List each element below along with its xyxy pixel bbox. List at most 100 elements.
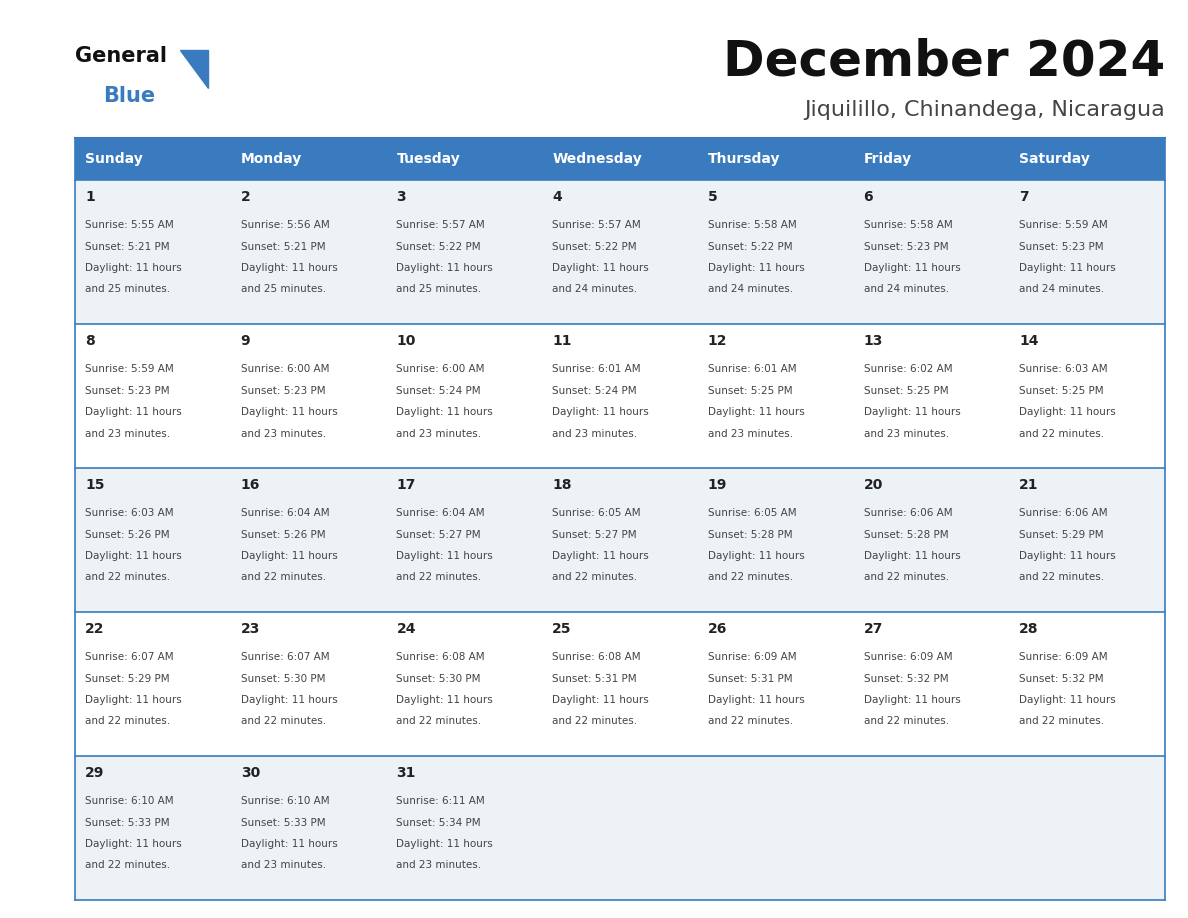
Text: Daylight: 11 hours: Daylight: 11 hours [86,839,182,849]
Text: Daylight: 11 hours: Daylight: 11 hours [708,407,804,417]
Text: Sunset: 5:24 PM: Sunset: 5:24 PM [552,386,637,396]
Text: Daylight: 11 hours: Daylight: 11 hours [397,407,493,417]
Text: Sunrise: 6:09 AM: Sunrise: 6:09 AM [1019,652,1108,662]
Text: 27: 27 [864,622,883,636]
Text: Sunrise: 5:57 AM: Sunrise: 5:57 AM [397,220,485,230]
Text: Daylight: 11 hours: Daylight: 11 hours [397,839,493,849]
Text: and 23 minutes.: and 23 minutes. [552,429,637,439]
Text: Sunset: 5:22 PM: Sunset: 5:22 PM [397,241,481,252]
Text: Daylight: 11 hours: Daylight: 11 hours [864,407,960,417]
Text: Sunset: 5:32 PM: Sunset: 5:32 PM [1019,674,1104,684]
Text: Sunrise: 5:58 AM: Sunrise: 5:58 AM [708,220,797,230]
Text: and 25 minutes.: and 25 minutes. [241,285,326,295]
Text: Daylight: 11 hours: Daylight: 11 hours [86,551,182,561]
Text: Sunrise: 6:04 AM: Sunrise: 6:04 AM [397,508,485,518]
Text: Sunset: 5:30 PM: Sunset: 5:30 PM [241,674,326,684]
Text: Daylight: 11 hours: Daylight: 11 hours [864,263,960,273]
Text: Sunset: 5:27 PM: Sunset: 5:27 PM [552,530,637,540]
Text: 19: 19 [708,478,727,492]
Text: and 22 minutes.: and 22 minutes. [397,717,481,726]
Text: Monday: Monday [241,152,302,166]
Text: 31: 31 [397,766,416,780]
Text: and 22 minutes.: and 22 minutes. [86,860,170,870]
Text: Daylight: 11 hours: Daylight: 11 hours [1019,263,1116,273]
Text: and 22 minutes.: and 22 minutes. [864,573,949,583]
Text: Sunset: 5:21 PM: Sunset: 5:21 PM [86,241,170,252]
Text: Sunset: 5:28 PM: Sunset: 5:28 PM [864,530,948,540]
Text: and 23 minutes.: and 23 minutes. [864,429,949,439]
Text: and 22 minutes.: and 22 minutes. [552,573,637,583]
Text: Sunrise: 6:07 AM: Sunrise: 6:07 AM [86,652,173,662]
Text: Sunset: 5:34 PM: Sunset: 5:34 PM [397,818,481,827]
Text: and 22 minutes.: and 22 minutes. [1019,573,1105,583]
Text: Sunset: 5:27 PM: Sunset: 5:27 PM [397,530,481,540]
Text: Daylight: 11 hours: Daylight: 11 hours [552,551,649,561]
Text: Sunset: 5:23 PM: Sunset: 5:23 PM [86,386,170,396]
Bar [1010,138,1165,180]
Bar [386,138,542,180]
Text: Sunrise: 5:56 AM: Sunrise: 5:56 AM [241,220,329,230]
Text: Sunrise: 6:07 AM: Sunrise: 6:07 AM [241,652,329,662]
Text: 5: 5 [708,190,718,204]
Text: Sunrise: 5:58 AM: Sunrise: 5:58 AM [864,220,953,230]
Text: Sunset: 5:23 PM: Sunset: 5:23 PM [864,241,948,252]
Text: 25: 25 [552,622,571,636]
Text: and 22 minutes.: and 22 minutes. [241,573,326,583]
Text: 20: 20 [864,478,883,492]
Bar [75,180,1165,324]
Bar [75,756,1165,900]
Text: and 25 minutes.: and 25 minutes. [397,285,481,295]
Text: Daylight: 11 hours: Daylight: 11 hours [708,263,804,273]
Text: 1: 1 [86,190,95,204]
Text: Sunrise: 6:00 AM: Sunrise: 6:00 AM [397,364,485,374]
Text: Daylight: 11 hours: Daylight: 11 hours [1019,407,1116,417]
Text: Sunset: 5:31 PM: Sunset: 5:31 PM [708,674,792,684]
Bar [75,468,1165,612]
Text: Jiquilillo, Chinandega, Nicaragua: Jiquilillo, Chinandega, Nicaragua [804,100,1165,120]
Text: 23: 23 [241,622,260,636]
Text: Sunset: 5:26 PM: Sunset: 5:26 PM [241,530,326,540]
Text: Daylight: 11 hours: Daylight: 11 hours [552,263,649,273]
Text: Sunset: 5:23 PM: Sunset: 5:23 PM [1019,241,1104,252]
Text: Sunrise: 6:05 AM: Sunrise: 6:05 AM [708,508,796,518]
Text: Daylight: 11 hours: Daylight: 11 hours [241,263,337,273]
Text: Sunrise: 6:00 AM: Sunrise: 6:00 AM [241,364,329,374]
Text: Sunrise: 5:57 AM: Sunrise: 5:57 AM [552,220,640,230]
Text: and 24 minutes.: and 24 minutes. [864,285,949,295]
Text: Sunrise: 6:02 AM: Sunrise: 6:02 AM [864,364,953,374]
Text: and 22 minutes.: and 22 minutes. [864,717,949,726]
Text: and 24 minutes.: and 24 minutes. [552,285,637,295]
Text: Daylight: 11 hours: Daylight: 11 hours [86,407,182,417]
Text: 12: 12 [708,334,727,348]
Text: Sunset: 5:33 PM: Sunset: 5:33 PM [241,818,326,827]
Text: Daylight: 11 hours: Daylight: 11 hours [241,839,337,849]
Text: 3: 3 [397,190,406,204]
Text: 4: 4 [552,190,562,204]
Text: Sunset: 5:22 PM: Sunset: 5:22 PM [708,241,792,252]
Text: Daylight: 11 hours: Daylight: 11 hours [552,695,649,705]
Text: and 22 minutes.: and 22 minutes. [1019,717,1105,726]
Text: Daylight: 11 hours: Daylight: 11 hours [241,551,337,561]
Text: Tuesday: Tuesday [397,152,460,166]
Text: 11: 11 [552,334,571,348]
Text: and 22 minutes.: and 22 minutes. [86,717,170,726]
Text: December 2024: December 2024 [722,38,1165,86]
Text: Daylight: 11 hours: Daylight: 11 hours [708,695,804,705]
Text: Sunset: 5:29 PM: Sunset: 5:29 PM [1019,530,1104,540]
Text: Sunset: 5:30 PM: Sunset: 5:30 PM [397,674,481,684]
Text: 6: 6 [864,190,873,204]
Text: 2: 2 [241,190,251,204]
Text: Daylight: 11 hours: Daylight: 11 hours [397,263,493,273]
Text: and 24 minutes.: and 24 minutes. [1019,285,1105,295]
Text: 7: 7 [1019,190,1029,204]
Text: and 22 minutes.: and 22 minutes. [241,717,326,726]
Text: 29: 29 [86,766,105,780]
Text: 15: 15 [86,478,105,492]
Text: and 22 minutes.: and 22 minutes. [708,573,792,583]
Text: 10: 10 [397,334,416,348]
Text: Sunrise: 5:59 AM: Sunrise: 5:59 AM [1019,220,1108,230]
Text: and 23 minutes.: and 23 minutes. [241,860,326,870]
Text: Daylight: 11 hours: Daylight: 11 hours [397,695,493,705]
Text: Sunrise: 6:05 AM: Sunrise: 6:05 AM [552,508,640,518]
Text: Sunset: 5:22 PM: Sunset: 5:22 PM [552,241,637,252]
